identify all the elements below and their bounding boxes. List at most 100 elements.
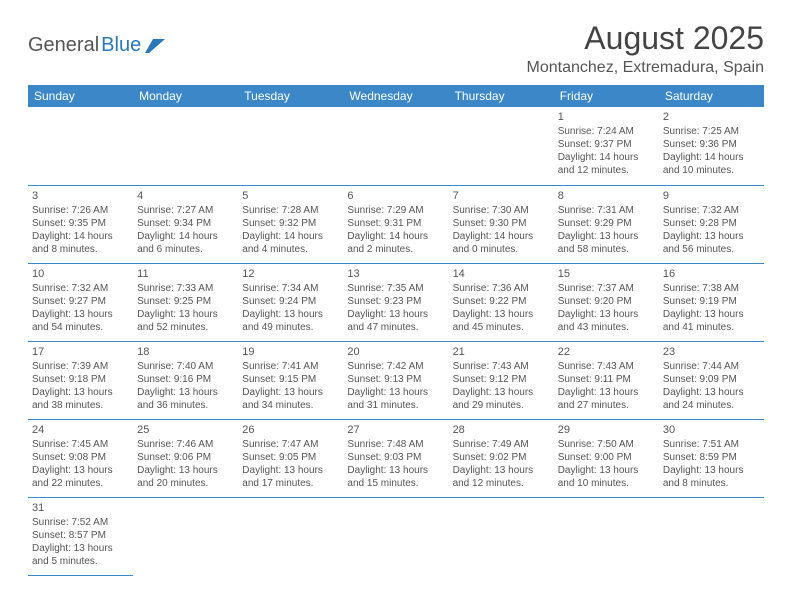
sunrise-text: Sunrise: 7:26 AM xyxy=(32,204,129,217)
sunset-text: Sunset: 9:12 PM xyxy=(453,373,550,386)
day-number: 4 xyxy=(137,189,234,203)
calendar-page: GeneralBlue August 2025 Montanchez, Extr… xyxy=(0,0,792,596)
sunrise-text: Sunrise: 7:27 AM xyxy=(137,204,234,217)
calendar-row: 10Sunrise: 7:32 AMSunset: 9:27 PMDayligh… xyxy=(28,263,764,341)
sunset-text: Sunset: 9:18 PM xyxy=(32,373,129,386)
day-number: 5 xyxy=(242,189,339,203)
sunrise-text: Sunrise: 7:52 AM xyxy=(32,516,129,529)
sunrise-text: Sunrise: 7:41 AM xyxy=(242,360,339,373)
daylight-text: Daylight: 13 hours and 58 minutes. xyxy=(558,230,655,256)
calendar-cell: 23Sunrise: 7:44 AMSunset: 9:09 PMDayligh… xyxy=(659,341,764,419)
daylight-text: Daylight: 14 hours and 0 minutes. xyxy=(453,230,550,256)
sunset-text: Sunset: 9:15 PM xyxy=(242,373,339,386)
sunrise-text: Sunrise: 7:44 AM xyxy=(663,360,760,373)
sunrise-text: Sunrise: 7:47 AM xyxy=(242,438,339,451)
calendar-body: 1Sunrise: 7:24 AMSunset: 9:37 PMDaylight… xyxy=(28,107,764,575)
sunrise-text: Sunrise: 7:50 AM xyxy=(558,438,655,451)
title-block: August 2025 Montanchez, Extremadura, Spa… xyxy=(527,20,764,77)
day-number: 19 xyxy=(242,345,339,359)
day-number: 11 xyxy=(137,267,234,281)
day-header: Thursday xyxy=(449,85,554,107)
sunrise-text: Sunrise: 7:36 AM xyxy=(453,282,550,295)
daylight-text: Daylight: 13 hours and 24 minutes. xyxy=(663,386,760,412)
calendar-cell-empty xyxy=(133,107,238,185)
month-title: August 2025 xyxy=(527,20,764,57)
sunrise-text: Sunrise: 7:30 AM xyxy=(453,204,550,217)
calendar-cell: 7Sunrise: 7:30 AMSunset: 9:30 PMDaylight… xyxy=(449,185,554,263)
sunset-text: Sunset: 9:30 PM xyxy=(453,217,550,230)
sunset-text: Sunset: 9:36 PM xyxy=(663,138,760,151)
sunset-text: Sunset: 8:59 PM xyxy=(663,451,760,464)
day-number: 22 xyxy=(558,345,655,359)
daylight-text: Daylight: 13 hours and 38 minutes. xyxy=(32,386,129,412)
day-number: 23 xyxy=(663,345,760,359)
sunrise-text: Sunrise: 7:40 AM xyxy=(137,360,234,373)
calendar-cell: 13Sunrise: 7:35 AMSunset: 9:23 PMDayligh… xyxy=(343,263,448,341)
calendar-cell: 4Sunrise: 7:27 AMSunset: 9:34 PMDaylight… xyxy=(133,185,238,263)
calendar-cell: 27Sunrise: 7:48 AMSunset: 9:03 PMDayligh… xyxy=(343,419,448,497)
calendar-cell: 9Sunrise: 7:32 AMSunset: 9:28 PMDaylight… xyxy=(659,185,764,263)
day-header: Tuesday xyxy=(238,85,343,107)
sunrise-text: Sunrise: 7:48 AM xyxy=(347,438,444,451)
daylight-text: Daylight: 13 hours and 43 minutes. xyxy=(558,308,655,334)
daylight-text: Daylight: 14 hours and 10 minutes. xyxy=(663,151,760,177)
day-number: 25 xyxy=(137,423,234,437)
logo: GeneralBlue xyxy=(28,20,165,57)
calendar-cell: 22Sunrise: 7:43 AMSunset: 9:11 PMDayligh… xyxy=(554,341,659,419)
daylight-text: Daylight: 13 hours and 36 minutes. xyxy=(137,386,234,412)
daylight-text: Daylight: 13 hours and 45 minutes. xyxy=(453,308,550,334)
sunset-text: Sunset: 9:31 PM xyxy=(347,217,444,230)
sunset-text: Sunset: 9:13 PM xyxy=(347,373,444,386)
sunset-text: Sunset: 9:05 PM xyxy=(242,451,339,464)
sunset-text: Sunset: 9:19 PM xyxy=(663,295,760,308)
daylight-text: Daylight: 13 hours and 12 minutes. xyxy=(453,464,550,490)
calendar-cell-empty xyxy=(449,107,554,185)
day-header: Sunday xyxy=(28,85,133,107)
calendar-cell: 20Sunrise: 7:42 AMSunset: 9:13 PMDayligh… xyxy=(343,341,448,419)
daylight-text: Daylight: 13 hours and 20 minutes. xyxy=(137,464,234,490)
daylight-text: Daylight: 13 hours and 41 minutes. xyxy=(663,308,760,334)
flag-icon xyxy=(145,39,165,53)
sunset-text: Sunset: 9:06 PM xyxy=(137,451,234,464)
calendar-cell-empty xyxy=(449,497,554,575)
day-number: 27 xyxy=(347,423,444,437)
daylight-text: Daylight: 13 hours and 49 minutes. xyxy=(242,308,339,334)
sunrise-text: Sunrise: 7:35 AM xyxy=(347,282,444,295)
sunrise-text: Sunrise: 7:29 AM xyxy=(347,204,444,217)
calendar-cell-empty xyxy=(659,497,764,575)
sunrise-text: Sunrise: 7:24 AM xyxy=(558,125,655,138)
day-number: 6 xyxy=(347,189,444,203)
sunset-text: Sunset: 9:37 PM xyxy=(558,138,655,151)
sunset-text: Sunset: 8:57 PM xyxy=(32,529,129,542)
day-number: 21 xyxy=(453,345,550,359)
calendar-cell: 18Sunrise: 7:40 AMSunset: 9:16 PMDayligh… xyxy=(133,341,238,419)
daylight-text: Daylight: 13 hours and 10 minutes. xyxy=(558,464,655,490)
calendar-cell: 16Sunrise: 7:38 AMSunset: 9:19 PMDayligh… xyxy=(659,263,764,341)
calendar-cell-empty xyxy=(343,497,448,575)
day-number: 2 xyxy=(663,110,760,124)
daylight-text: Daylight: 13 hours and 47 minutes. xyxy=(347,308,444,334)
calendar-cell: 5Sunrise: 7:28 AMSunset: 9:32 PMDaylight… xyxy=(238,185,343,263)
sunset-text: Sunset: 9:16 PM xyxy=(137,373,234,386)
sunset-text: Sunset: 9:24 PM xyxy=(242,295,339,308)
day-number: 15 xyxy=(558,267,655,281)
calendar-row: 3Sunrise: 7:26 AMSunset: 9:35 PMDaylight… xyxy=(28,185,764,263)
sunset-text: Sunset: 9:03 PM xyxy=(347,451,444,464)
sunrise-text: Sunrise: 7:43 AM xyxy=(558,360,655,373)
day-number: 24 xyxy=(32,423,129,437)
day-header: Monday xyxy=(133,85,238,107)
day-number: 12 xyxy=(242,267,339,281)
day-number: 16 xyxy=(663,267,760,281)
calendar-cell: 28Sunrise: 7:49 AMSunset: 9:02 PMDayligh… xyxy=(449,419,554,497)
daylight-text: Daylight: 13 hours and 17 minutes. xyxy=(242,464,339,490)
sunset-text: Sunset: 9:27 PM xyxy=(32,295,129,308)
sunset-text: Sunset: 9:02 PM xyxy=(453,451,550,464)
daylight-text: Daylight: 14 hours and 4 minutes. xyxy=(242,230,339,256)
calendar-cell: 29Sunrise: 7:50 AMSunset: 9:00 PMDayligh… xyxy=(554,419,659,497)
sunset-text: Sunset: 9:08 PM xyxy=(32,451,129,464)
daylight-text: Daylight: 14 hours and 6 minutes. xyxy=(137,230,234,256)
day-number: 3 xyxy=(32,189,129,203)
day-number: 8 xyxy=(558,189,655,203)
sunset-text: Sunset: 9:09 PM xyxy=(663,373,760,386)
daylight-text: Daylight: 13 hours and 8 minutes. xyxy=(663,464,760,490)
